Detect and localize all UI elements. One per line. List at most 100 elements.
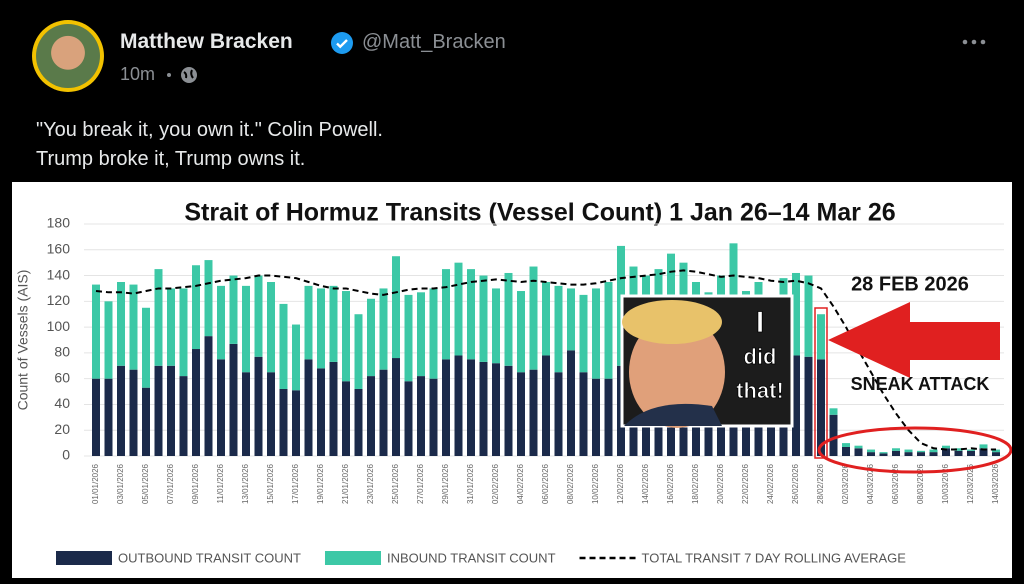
bar bbox=[342, 381, 350, 456]
x-tick-label: 12/03/2026 bbox=[966, 463, 975, 504]
photo-hair bbox=[622, 300, 722, 344]
bar bbox=[917, 450, 925, 453]
y-tick-label: 20 bbox=[54, 421, 70, 437]
bar bbox=[517, 372, 525, 456]
x-tick-label: 24/02/2026 bbox=[766, 463, 775, 504]
bar bbox=[804, 275, 813, 357]
bar bbox=[342, 291, 350, 382]
bar bbox=[367, 376, 375, 456]
legend-label: TOTAL TRANSIT 7 DAY ROLLING AVERAGE bbox=[642, 550, 907, 565]
bar bbox=[904, 452, 913, 456]
x-tick-label: 13/01/2026 bbox=[241, 463, 250, 504]
legend-label: OUTBOUND TRANSIT COUNT bbox=[118, 550, 301, 565]
bar bbox=[142, 307, 150, 388]
author-name[interactable]: Matthew Bracken bbox=[120, 30, 293, 53]
x-tick-label: 20/02/2026 bbox=[716, 463, 725, 504]
bar bbox=[979, 448, 988, 456]
bar bbox=[554, 372, 563, 456]
y-tick-label: 80 bbox=[54, 344, 70, 360]
bar bbox=[279, 303, 288, 389]
x-tick-label: 17/01/2026 bbox=[291, 463, 300, 504]
bar bbox=[967, 450, 975, 456]
bar bbox=[454, 355, 463, 456]
bar bbox=[892, 450, 900, 456]
bar bbox=[217, 285, 225, 360]
red-arrow bbox=[828, 302, 1000, 378]
y-tick-label: 40 bbox=[54, 395, 70, 411]
x-tick-label: 25/01/2026 bbox=[391, 463, 400, 504]
bar bbox=[117, 282, 125, 366]
bar bbox=[192, 265, 200, 350]
author-handle[interactable]: @Matt_Bracken bbox=[362, 31, 506, 53]
post-text: "You break it, you own it." Colin Powell… bbox=[36, 116, 383, 174]
x-tick-label: 04/02/2026 bbox=[516, 463, 525, 504]
bar bbox=[267, 282, 275, 373]
legend-swatch bbox=[324, 551, 381, 565]
x-tick-label: 19/01/2026 bbox=[316, 463, 325, 504]
bar bbox=[842, 446, 850, 456]
bar bbox=[842, 443, 850, 447]
annotation: 28 FEB 2026 bbox=[851, 273, 969, 295]
avatar[interactable] bbox=[32, 20, 104, 92]
bar bbox=[179, 376, 188, 456]
y-tick-label: 60 bbox=[54, 369, 70, 385]
bar bbox=[242, 285, 250, 373]
bar bbox=[879, 452, 888, 454]
bar bbox=[229, 275, 238, 344]
y-axis-label: Count of Vessels (AIS) bbox=[15, 270, 31, 411]
bar bbox=[492, 288, 500, 364]
bar bbox=[417, 292, 425, 377]
x-tick-label: 23/01/2026 bbox=[366, 463, 375, 504]
bar bbox=[129, 369, 138, 456]
bar bbox=[404, 294, 413, 382]
x-tick-label: 04/03/2026 bbox=[866, 463, 875, 504]
bar bbox=[92, 378, 100, 456]
y-tick-label: 100 bbox=[47, 318, 71, 334]
bar bbox=[304, 359, 313, 456]
legend-label: INBOUND TRANSIT COUNT bbox=[387, 550, 556, 565]
post-time[interactable]: 10m bbox=[120, 64, 156, 84]
bar bbox=[179, 288, 188, 377]
bar bbox=[892, 448, 900, 451]
bar bbox=[392, 256, 400, 359]
bar bbox=[554, 285, 563, 373]
bar bbox=[817, 314, 825, 360]
bar bbox=[392, 358, 400, 456]
bar bbox=[292, 390, 300, 456]
x-tick-label: 09/01/2026 bbox=[191, 463, 200, 504]
x-tick-label: 27/01/2026 bbox=[416, 463, 425, 504]
x-tick-label: 14/03/2026 bbox=[991, 463, 1000, 504]
bar bbox=[442, 269, 450, 360]
x-tick-label: 02/02/2026 bbox=[491, 463, 500, 504]
bar bbox=[792, 355, 800, 456]
x-tick-label: 10/03/2026 bbox=[941, 463, 950, 504]
bar bbox=[854, 445, 863, 449]
bar bbox=[992, 449, 1000, 453]
bar bbox=[242, 372, 250, 456]
x-tick-label: 05/01/2026 bbox=[141, 463, 150, 504]
bar bbox=[942, 448, 950, 456]
bar bbox=[592, 378, 600, 456]
bar bbox=[504, 272, 513, 366]
avatar-photo bbox=[36, 24, 100, 88]
bar bbox=[92, 284, 100, 379]
more-menu[interactable] bbox=[960, 36, 990, 48]
bar bbox=[879, 453, 888, 456]
bar bbox=[604, 282, 613, 379]
x-tick-label: 01/01/2026 bbox=[91, 463, 100, 504]
bar bbox=[479, 361, 488, 456]
highlight-box bbox=[814, 307, 828, 459]
x-tick-label: 31/01/2026 bbox=[466, 463, 475, 504]
bar bbox=[317, 368, 325, 456]
bar bbox=[317, 288, 325, 369]
bar bbox=[204, 260, 213, 337]
bar bbox=[192, 349, 200, 456]
bar bbox=[104, 301, 113, 379]
bar bbox=[417, 376, 425, 456]
chart[interactable]: Strait of Hormuz Transits (Vessel Count)… bbox=[12, 182, 1012, 578]
photo-face bbox=[629, 316, 725, 428]
bar bbox=[579, 372, 588, 456]
bar bbox=[467, 269, 475, 360]
bar bbox=[329, 361, 338, 456]
